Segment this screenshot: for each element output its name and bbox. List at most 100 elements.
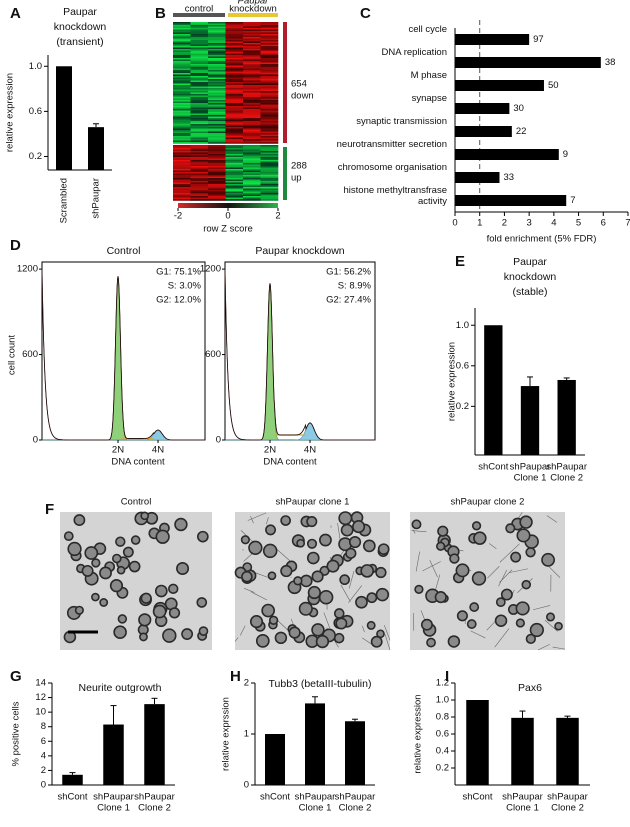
heatmap-cell [190, 67, 209, 69]
chart-title: Paupar [63, 6, 97, 18]
heatmap-cell [190, 104, 209, 107]
heatmap-cell [173, 82, 191, 84]
cell [63, 531, 74, 542]
heatmap-cell [208, 134, 226, 137]
heatmap-cell [173, 112, 191, 114]
y-tick-label: 1.0 [29, 61, 42, 72]
heatmap-cell [243, 121, 261, 123]
heatmap-cell [243, 112, 261, 114]
heatmap-cell [260, 52, 279, 54]
cell [261, 603, 276, 618]
heatmap-cell [225, 83, 244, 86]
cell [545, 612, 556, 622]
heatmap-cell [260, 163, 279, 165]
heatmap-cell [243, 104, 261, 107]
cell [348, 535, 362, 549]
neurite [509, 568, 529, 573]
heatmap-cell [260, 35, 279, 38]
heatmap-cell [208, 136, 226, 138]
cell [362, 539, 376, 553]
stat-label: G1: 56.2% [326, 267, 371, 278]
y-tick-label: 0.2 [436, 763, 449, 774]
heatmap-cell [225, 139, 244, 141]
heatmap-cell [243, 64, 261, 66]
heatmap-cell [225, 194, 244, 197]
heatmap-cell [208, 157, 226, 159]
x-tick-label: Clone 1 [97, 803, 130, 814]
heatmap-cell [260, 136, 279, 138]
heatmap-cell [243, 131, 261, 134]
heatmap-cell [260, 184, 279, 186]
heatmap-cell [173, 101, 191, 104]
heatmap-cell [260, 167, 279, 170]
heatmap-cell [208, 52, 226, 54]
count-label: 97 [533, 34, 544, 45]
error-bar [69, 772, 76, 775]
panel-letter: A [10, 5, 21, 22]
heatmap-cell [225, 41, 244, 44]
heatmap-cell [208, 26, 226, 29]
category-label: synapse [412, 93, 447, 104]
heatmap-cell [208, 79, 226, 81]
y-tick-label: 12 [35, 692, 46, 703]
cell [176, 562, 190, 576]
heatmap-cell [260, 145, 279, 147]
heatmap-cell [243, 128, 261, 131]
neurite [250, 516, 254, 524]
heatmap-cell [173, 73, 191, 75]
colorbar-tick-label: 2 [275, 211, 280, 222]
heatmap-cell [190, 148, 209, 150]
heatmap-cell [225, 64, 244, 66]
heatmap-cell [190, 152, 209, 155]
heatmap-cell [225, 91, 244, 93]
heatmap-cell [190, 62, 209, 65]
heatmap-cell [225, 61, 244, 63]
heatmap-cell [243, 184, 261, 186]
heatmap-cell [225, 25, 244, 27]
heatmap-cell [243, 101, 261, 104]
cell [471, 521, 482, 531]
x-tick-label: shPaupar [134, 792, 175, 803]
heatmap-cell [208, 163, 226, 165]
heatmap-cell [208, 67, 226, 69]
heatmap-cell [208, 101, 226, 104]
heatmap-cell [190, 182, 209, 185]
heatmap-cell [260, 23, 279, 26]
heatmap-cell [190, 124, 209, 126]
heatmap-cell [225, 70, 244, 72]
heatmap-cell [208, 43, 226, 45]
heatmap-cell [190, 92, 209, 95]
heatmap-cell [190, 95, 209, 98]
y-tick-label: 1 [244, 729, 249, 740]
x-tick-label: shPaupar [547, 792, 588, 803]
heatmap-cell [173, 74, 191, 77]
heatmap-cell [190, 80, 209, 83]
heatmap-cell [173, 97, 191, 99]
heatmap-cell [243, 181, 261, 183]
heatmap-cell [208, 35, 226, 38]
heatmap-cell [225, 197, 244, 200]
heatmap-cell [173, 106, 191, 108]
heatmap-cell [173, 127, 191, 129]
heatmap-cell [243, 85, 261, 87]
heatmap-cell [225, 175, 244, 177]
heatmap-cell [173, 58, 191, 60]
heatmap-cell [243, 196, 261, 198]
heatmap-cell [173, 40, 191, 42]
bar [455, 80, 544, 91]
heatmap-cell [208, 80, 226, 83]
heatmap-cell [243, 172, 261, 174]
heatmap-cell [225, 40, 244, 42]
heatmap-cell [190, 121, 209, 123]
heatmap-cell [225, 167, 244, 170]
heatmap-cell [173, 121, 191, 123]
heatmap-cell [243, 71, 261, 74]
heatmap-cell [208, 187, 226, 189]
heatmap-cell [190, 127, 209, 129]
heatmap-cell [225, 170, 244, 173]
x-tick-label: shCont [57, 792, 87, 803]
heatmap-cell [260, 152, 279, 155]
heatmap-cell [260, 56, 279, 59]
cell [455, 563, 470, 578]
cluster-label: 288 [291, 161, 307, 172]
